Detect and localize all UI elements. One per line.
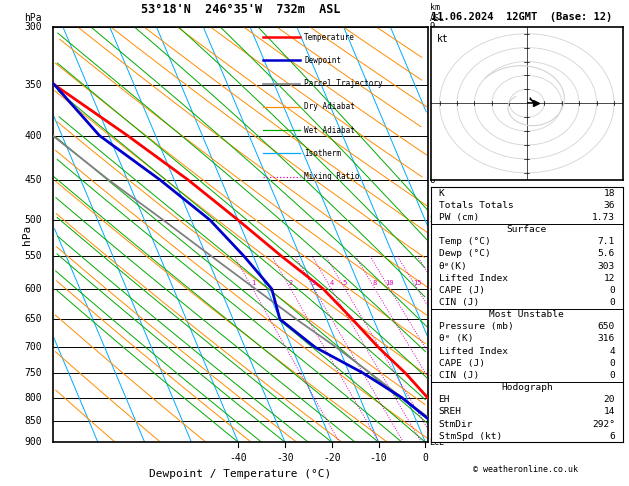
Text: Surface: Surface (507, 225, 547, 234)
Text: 11.06.2024  12GMT  (Base: 12): 11.06.2024 12GMT (Base: 12) (431, 12, 612, 22)
Text: 14: 14 (604, 407, 615, 417)
Text: 650: 650 (25, 314, 42, 324)
Text: CAPE (J): CAPE (J) (438, 359, 484, 368)
Text: 750: 750 (25, 368, 42, 378)
Text: 650: 650 (598, 322, 615, 331)
Text: Dewpoint / Temperature (°C): Dewpoint / Temperature (°C) (150, 469, 331, 479)
Text: θᵉ(K): θᵉ(K) (438, 261, 467, 271)
Text: EH: EH (438, 395, 450, 404)
Text: 4: 4 (610, 347, 615, 356)
Text: hPa: hPa (22, 225, 32, 244)
Text: 700: 700 (25, 342, 42, 352)
Text: Lifted Index: Lifted Index (438, 274, 508, 283)
Text: CAPE (J): CAPE (J) (438, 286, 484, 295)
Text: 900: 900 (25, 437, 42, 447)
Text: Wet Adiabat: Wet Adiabat (304, 126, 355, 135)
Text: CIN (J): CIN (J) (438, 298, 479, 307)
Text: 4: 4 (430, 284, 435, 294)
Text: kt: kt (437, 35, 448, 44)
Text: SREH: SREH (438, 407, 462, 417)
Text: 500: 500 (25, 215, 42, 225)
Text: StmDir: StmDir (438, 419, 473, 429)
Text: 800: 800 (25, 393, 42, 403)
Text: 450: 450 (25, 175, 42, 185)
Text: 0: 0 (423, 452, 428, 463)
Text: 1: 1 (251, 279, 255, 286)
Text: -10: -10 (370, 452, 387, 463)
Text: Dry Adiabat: Dry Adiabat (304, 103, 355, 111)
Text: 850: 850 (25, 416, 42, 426)
Text: 7: 7 (430, 131, 435, 140)
Text: 0: 0 (610, 286, 615, 295)
Text: 5: 5 (343, 279, 347, 286)
Text: 20: 20 (604, 395, 615, 404)
Text: 6: 6 (610, 432, 615, 441)
Text: CIN (J): CIN (J) (438, 371, 479, 380)
Text: K: K (438, 189, 444, 198)
Text: 2: 2 (430, 369, 435, 378)
Text: 53°18'N  246°35'W  732m  ASL: 53°18'N 246°35'W 732m ASL (141, 3, 340, 17)
Text: 400: 400 (25, 131, 42, 140)
Text: 7.1: 7.1 (598, 237, 615, 246)
Text: θᵉ (K): θᵉ (K) (438, 334, 473, 344)
Text: Mixing Ratio: Mixing Ratio (304, 172, 360, 181)
Text: 3: 3 (430, 343, 435, 352)
Text: 8: 8 (373, 279, 377, 286)
Text: -20: -20 (323, 452, 341, 463)
Text: StmSpd (kt): StmSpd (kt) (438, 432, 502, 441)
Text: Dewpoint: Dewpoint (304, 56, 341, 65)
Text: Hodograph: Hodograph (501, 383, 553, 392)
Text: 316: 316 (598, 334, 615, 344)
Text: 36: 36 (604, 201, 615, 210)
Text: 3: 3 (312, 279, 316, 286)
Text: 4: 4 (329, 279, 333, 286)
Text: Most Unstable: Most Unstable (489, 310, 564, 319)
Text: Lifted Index: Lifted Index (438, 347, 508, 356)
Text: Isotherm: Isotherm (304, 149, 341, 158)
Text: 12: 12 (604, 274, 615, 283)
Text: Totals Totals: Totals Totals (438, 201, 513, 210)
Text: hPa: hPa (25, 13, 42, 22)
Text: LCL: LCL (430, 438, 445, 447)
Text: 5: 5 (430, 215, 435, 225)
Text: © weatheronline.co.uk: © weatheronline.co.uk (473, 465, 577, 474)
Text: 0: 0 (610, 298, 615, 307)
Text: -30: -30 (276, 452, 294, 463)
Text: 600: 600 (25, 284, 42, 294)
Text: km
ASL: km ASL (430, 3, 445, 22)
Text: Temp (°C): Temp (°C) (438, 237, 490, 246)
Text: 303: 303 (598, 261, 615, 271)
Text: 0: 0 (610, 371, 615, 380)
Text: 10: 10 (386, 279, 394, 286)
Text: 18: 18 (604, 189, 615, 198)
Text: 6: 6 (430, 175, 435, 185)
Text: 300: 300 (25, 22, 42, 32)
Text: Temperature: Temperature (304, 33, 355, 42)
Text: Mixing Ratio (g/kg): Mixing Ratio (g/kg) (460, 246, 470, 348)
Text: 1.73: 1.73 (592, 213, 615, 222)
Text: Parcel Trajectory: Parcel Trajectory (304, 79, 383, 88)
Text: 292°: 292° (592, 419, 615, 429)
Text: 1: 1 (430, 416, 435, 425)
Text: 9: 9 (430, 22, 435, 31)
Text: 550: 550 (25, 251, 42, 261)
Text: 350: 350 (25, 80, 42, 90)
Text: Dewp (°C): Dewp (°C) (438, 249, 490, 259)
Text: 2: 2 (289, 279, 292, 286)
Text: 0: 0 (610, 359, 615, 368)
Text: 15: 15 (413, 279, 421, 286)
Text: Pressure (mb): Pressure (mb) (438, 322, 513, 331)
Text: -40: -40 (230, 452, 247, 463)
Text: PW (cm): PW (cm) (438, 213, 479, 222)
Text: 5.6: 5.6 (598, 249, 615, 259)
Text: 8: 8 (430, 81, 435, 89)
